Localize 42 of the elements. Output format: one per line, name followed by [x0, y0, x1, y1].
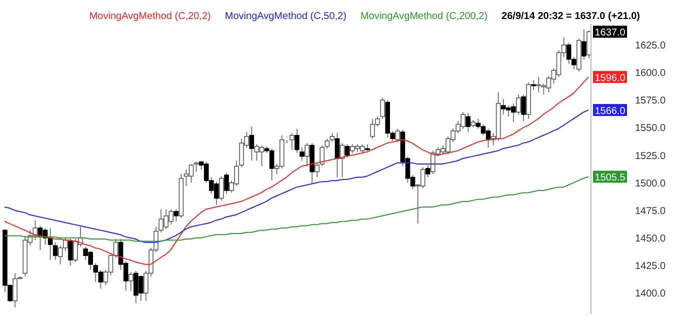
candlestick: [304, 142, 310, 167]
candlestick: [174, 208, 179, 222]
candlestick: [395, 128, 400, 142]
y-tick-label: 1475.0: [635, 206, 666, 217]
y-tick-label: 1500.0: [635, 178, 666, 190]
y-tick-label: 1600.0: [635, 68, 666, 80]
candlestick: [128, 272, 134, 292]
text: MovingAvgMethod (C,50,2): [224, 11, 346, 22]
line-series: [4, 76, 589, 265]
candlestick: [531, 80, 536, 91]
text: 1637.0: [594, 28, 626, 39]
candlestick: [521, 94, 526, 122]
y-tick-label: 1575.0: [635, 96, 666, 107]
y-tick-label: 1525.0: [635, 150, 666, 162]
candlestick: [380, 97, 385, 120]
y-tick-label: 1625.0: [635, 40, 666, 52]
candlestick: [68, 238, 73, 266]
candlestick: [466, 112, 471, 133]
candlestick: [425, 164, 430, 178]
candlestick: [219, 176, 224, 201]
candlestick: [194, 161, 199, 172]
data-label: 1596.0: [594, 72, 626, 84]
text: MovingAvgMethod (C,20,2): [89, 11, 211, 22]
candlestick: [300, 147, 304, 162]
y-tick-label: 1400.0: [635, 288, 666, 300]
y-tick-label: 1425.0: [635, 261, 666, 272]
text: MovingAvgMethod (C,200,2): [360, 11, 488, 22]
candlestick: [344, 144, 350, 158]
y-tick-label: 1550.0: [635, 123, 666, 134]
candlestick: [516, 94, 521, 115]
candlestick: [314, 162, 320, 178]
text: 26/9/14 20:32 = 1637.0 (+21.0): [502, 11, 640, 22]
candlestick: [294, 128, 300, 154]
candlestick: [52, 242, 58, 260]
y-tick-label: 1450.0: [635, 233, 666, 244]
candlestick: [324, 138, 330, 150]
data-label: 1566.0: [594, 106, 626, 118]
candlestick: [582, 29, 586, 60]
data-label: 1505.5: [594, 172, 626, 184]
candlestick: [249, 126, 254, 162]
candlestick: [320, 144, 325, 167]
candlestick: [224, 172, 229, 194]
